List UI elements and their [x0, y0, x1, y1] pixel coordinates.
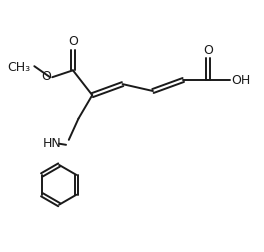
Text: O: O: [203, 44, 213, 56]
Text: O: O: [68, 35, 78, 48]
Text: OH: OH: [232, 74, 251, 87]
Text: O: O: [41, 70, 51, 83]
Text: CH₃: CH₃: [7, 60, 30, 73]
Text: HN: HN: [43, 136, 61, 149]
